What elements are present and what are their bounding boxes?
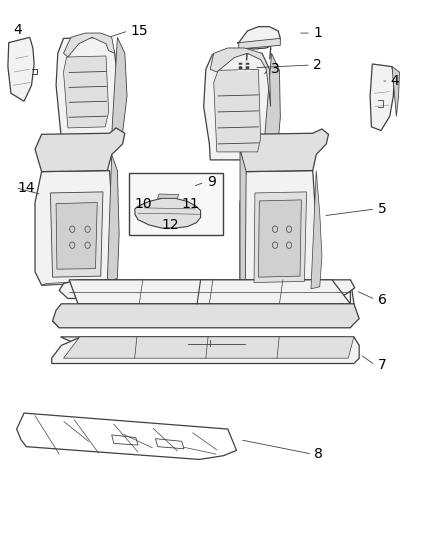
Text: 11: 11 [182,197,200,211]
Polygon shape [35,171,113,285]
Text: 1: 1 [313,26,322,40]
Polygon shape [53,280,355,328]
Polygon shape [204,53,271,160]
Polygon shape [107,155,119,282]
Polygon shape [240,149,246,290]
Polygon shape [263,53,280,160]
Polygon shape [210,48,271,107]
Polygon shape [64,56,109,128]
Polygon shape [254,192,307,282]
Text: 9: 9 [207,175,215,189]
Polygon shape [135,198,201,228]
Polygon shape [311,171,322,289]
Text: 4: 4 [391,74,399,88]
Text: 2: 2 [313,58,322,72]
Polygon shape [214,69,261,152]
Polygon shape [35,128,125,172]
Polygon shape [56,203,97,269]
Polygon shape [8,37,34,101]
Polygon shape [240,129,328,172]
Polygon shape [240,171,316,290]
Polygon shape [60,337,359,345]
Text: 8: 8 [314,447,323,461]
Polygon shape [50,192,103,277]
Polygon shape [370,64,394,131]
Text: 5: 5 [378,202,386,216]
Bar [129,173,223,235]
Text: 7: 7 [378,358,386,372]
Polygon shape [237,27,280,49]
Polygon shape [392,67,399,116]
Polygon shape [42,280,109,285]
Polygon shape [158,194,179,198]
Text: 12: 12 [161,218,179,232]
Polygon shape [52,337,359,364]
Polygon shape [258,200,301,277]
Polygon shape [239,38,280,49]
Polygon shape [53,304,359,328]
Polygon shape [64,33,115,57]
Polygon shape [64,337,354,358]
Text: 4: 4 [13,23,22,37]
Polygon shape [59,280,355,298]
Text: 3: 3 [271,62,279,76]
Text: 6: 6 [378,293,386,306]
Text: 10: 10 [135,197,152,211]
Text: 15: 15 [131,24,148,38]
Polygon shape [56,37,118,139]
Polygon shape [112,37,127,136]
Text: 14: 14 [18,181,35,195]
Polygon shape [69,280,350,304]
